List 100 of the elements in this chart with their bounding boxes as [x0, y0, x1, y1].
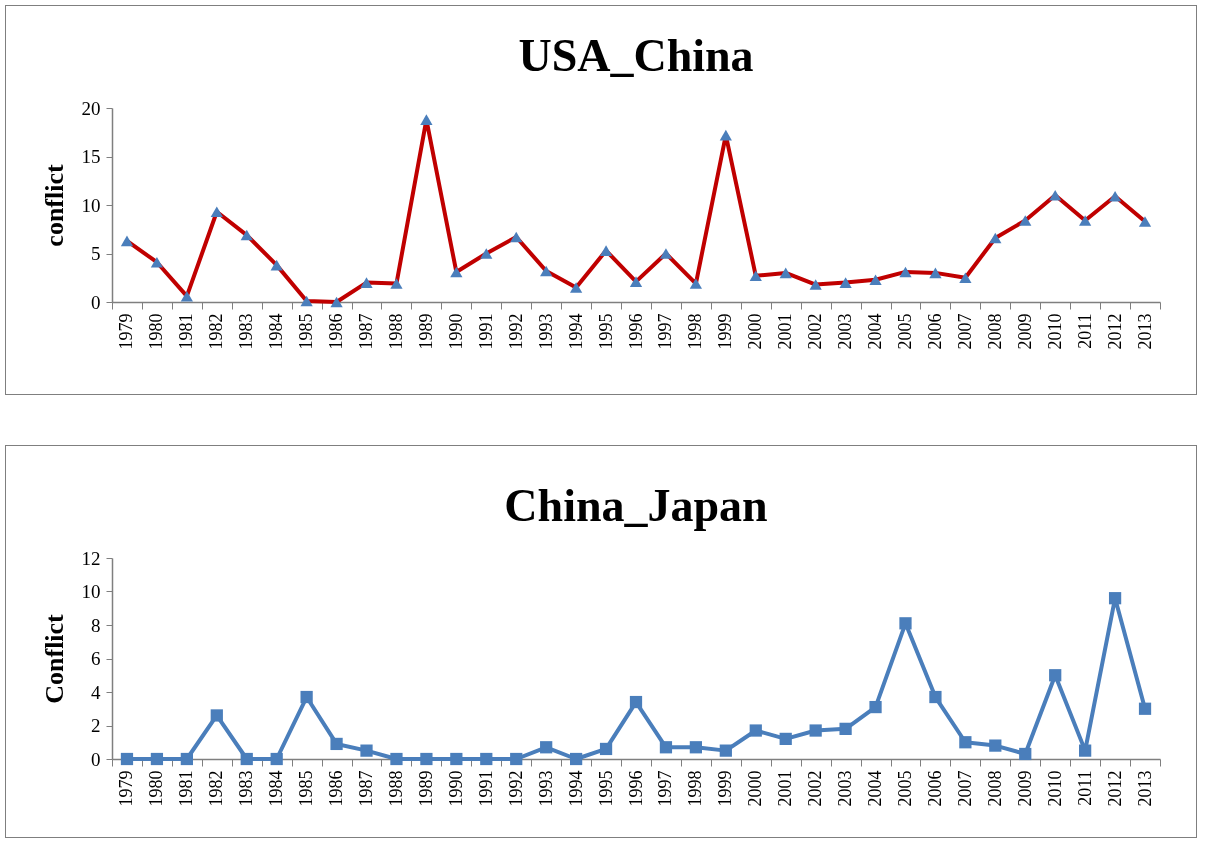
point: [1019, 747, 1032, 761]
chart-title: USA_China: [518, 30, 754, 81]
x-tick-label: 2011: [1074, 313, 1095, 349]
x-tick-label: 2007: [954, 770, 975, 807]
x-tick-label: 1993: [535, 313, 556, 350]
x-tick-label: 1985: [296, 770, 317, 807]
x-tick-label: 1991: [475, 313, 496, 350]
x-tick-label: 2005: [894, 313, 915, 350]
y-tick-label: 4: [91, 681, 101, 703]
point: [360, 277, 373, 288]
x-tick-label: 1990: [445, 770, 466, 807]
point: [599, 742, 613, 756]
x-tick-label: 1983: [236, 313, 257, 350]
point: [510, 231, 523, 243]
x-tick-label: 1983: [236, 770, 257, 807]
x-tick-label: 2013: [1134, 770, 1155, 807]
point: [120, 752, 134, 766]
x-tick-label: 2005: [894, 770, 915, 807]
point: [869, 274, 882, 285]
x-tick-label: 1987: [356, 313, 377, 350]
point: [360, 744, 373, 757]
point: [989, 232, 1002, 244]
x-tick-label: 2000: [745, 313, 766, 350]
point: [270, 259, 283, 271]
x-tick-label: 1997: [655, 770, 676, 807]
x-tick-label: 2006: [924, 313, 945, 350]
point: [210, 709, 223, 722]
point: [959, 272, 972, 284]
point: [569, 752, 583, 766]
point: [959, 736, 972, 749]
point: [390, 278, 403, 289]
point: [210, 206, 223, 218]
point: [899, 617, 912, 630]
point: [270, 752, 283, 766]
x-tick-label: 2003: [835, 770, 856, 807]
point: [390, 752, 403, 766]
x-tick-label: 1993: [535, 770, 556, 807]
point: [1108, 190, 1122, 202]
x-tick-label: 1998: [685, 770, 706, 807]
y-tick-label: 8: [91, 614, 101, 636]
x-tick-label: 1990: [445, 313, 466, 350]
point: [180, 290, 193, 302]
point: [240, 229, 253, 241]
x-tick-label: 2011: [1074, 770, 1095, 806]
point: [1138, 702, 1152, 715]
x-tick-label: 1989: [415, 313, 436, 350]
x-tick-label: 1999: [715, 770, 736, 807]
point: [480, 248, 493, 259]
point: [150, 256, 164, 268]
x-tick-label: 1984: [266, 770, 287, 807]
x-tick-label: 2013: [1134, 313, 1155, 350]
x-tick-label: 2008: [984, 770, 1005, 807]
point: [120, 235, 134, 247]
point: [989, 739, 1002, 752]
point: [899, 266, 912, 278]
point: [869, 700, 882, 714]
x-tick-label: 1998: [685, 313, 706, 350]
y-tick-label: 0: [91, 291, 101, 313]
point: [569, 282, 583, 293]
y-tick-label: 6: [91, 648, 101, 669]
x-tick-label: 1986: [326, 313, 347, 350]
x-tick-label: 1988: [385, 770, 406, 807]
point: [1079, 215, 1092, 226]
point: [510, 752, 523, 766]
x-tick-label: 2004: [865, 770, 886, 807]
x-tick-label: 2008: [984, 313, 1005, 350]
x-tick-label: 2000: [745, 770, 766, 807]
x-tick-label: 1989: [415, 770, 436, 807]
x-tick-label: 1982: [206, 313, 227, 350]
x-tick-label: 1994: [565, 313, 586, 350]
y-tick-label: 0: [91, 748, 101, 770]
x-tick-label: 1999: [715, 313, 736, 350]
point: [1019, 215, 1032, 226]
x-tick-label: 2012: [1104, 770, 1125, 807]
x-tick-label: 2001: [775, 313, 796, 350]
point: [659, 741, 673, 754]
x-tick-label: 1985: [296, 313, 317, 350]
point: [1049, 669, 1062, 682]
x-tick-label: 2012: [1104, 313, 1125, 350]
x-tick-label: 1979: [116, 313, 137, 350]
point: [929, 267, 942, 279]
point: [719, 744, 732, 757]
point: [719, 129, 732, 141]
x-tick-label: 1992: [505, 770, 526, 807]
point: [659, 248, 673, 259]
x-tick-label: 1979: [116, 770, 137, 807]
x-tick-label: 1981: [176, 770, 197, 807]
x-tick-label: 2001: [775, 770, 796, 807]
x-tick-label: 2004: [865, 313, 886, 350]
point: [689, 741, 703, 754]
point: [180, 752, 193, 766]
x-tick-label: 2009: [1014, 770, 1035, 807]
x-tick-label: 1992: [505, 313, 526, 350]
x-tick-label: 1997: [655, 313, 676, 350]
point: [450, 752, 463, 766]
x-tick-label: 1991: [475, 770, 496, 807]
point: [150, 752, 164, 766]
point: [480, 752, 493, 766]
x-tick-label: 1986: [326, 770, 347, 807]
x-tick-label: 1980: [146, 313, 167, 350]
